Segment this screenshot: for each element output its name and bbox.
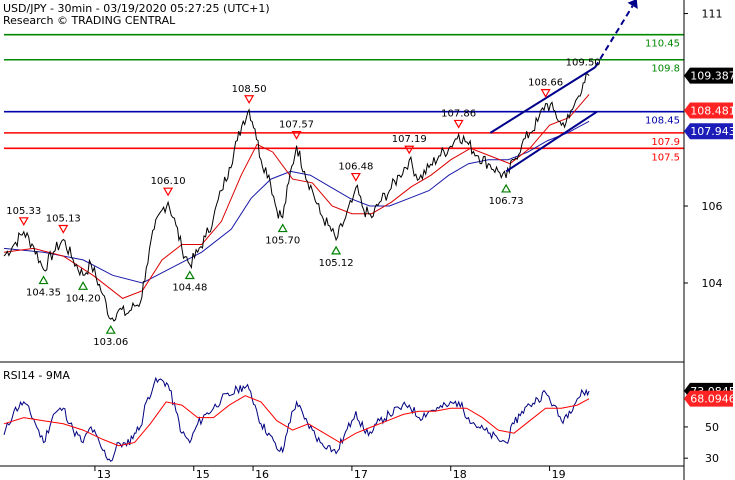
rsi-title: RSI14 - 9MA [3, 369, 70, 382]
trough-marker-10 [331, 245, 342, 255]
peak-label-0: 105.33 [6, 206, 41, 217]
price-tick-label-0: 111 [702, 8, 723, 21]
trough-label-8: 105.70 [265, 236, 300, 247]
trough-marker-3 [78, 281, 89, 290]
price-badge-label-1: 108.481 [690, 105, 735, 118]
point-label-16: 109.50 [566, 57, 601, 68]
peak-label-13: 107.86 [441, 108, 476, 119]
chart-title: USD/JPY - 30min - 03/19/2020 05:27:25 (U… [3, 2, 270, 15]
research-credit: Research © TRADING CENTRAL [3, 14, 176, 27]
peak-marker-12 [404, 145, 415, 155]
peak-marker-15 [540, 89, 551, 98]
forecast-arrow-line [594, 5, 634, 68]
price-panel: 110.45 109.8 108.45 107.9 107.5 105.33 105.13 1… [3, 0, 684, 348]
level-label-2: 108.45 [645, 116, 680, 127]
level-label-1: 109.8 [651, 64, 680, 75]
peak-marker-13 [453, 119, 464, 129]
level-label-0: 110.45 [645, 39, 680, 50]
price-badge-label-0: 109.387 [690, 70, 735, 83]
x-tick-label-6: 19 [552, 468, 566, 480]
rsi-tick-label-1: 30 [705, 452, 719, 465]
peak-label-9: 107.57 [279, 120, 314, 131]
x-tick-label-3: 16 [255, 468, 269, 480]
peak-marker-7 [244, 95, 255, 104]
trough-marker-14 [501, 183, 512, 193]
trough-marker-4 [105, 324, 116, 334]
price-badge-label-2: 107.943 [690, 125, 735, 138]
rsi-badge-1 [684, 390, 733, 407]
price-badge-0 [684, 67, 733, 84]
peak-label-5: 106.10 [151, 176, 186, 187]
forecast-arrow-head [627, 0, 638, 9]
trough-label-3: 104.20 [66, 293, 101, 304]
rsi-tick-label-0: 50 [705, 421, 719, 434]
trough-marker-6 [184, 270, 195, 280]
rsi-ma-line [3, 395, 590, 447]
channel-lower [505, 110, 598, 173]
ma-fast-line [3, 94, 590, 299]
rsi-line [3, 376, 590, 462]
trough-label-14: 106.73 [489, 196, 524, 207]
peak-marker-1 [58, 224, 69, 234]
price-badge-1 [684, 102, 733, 119]
price-badge-2 [684, 123, 733, 140]
trough-label-10: 105.12 [319, 258, 354, 269]
x-tick-label-1: 13 [97, 468, 111, 480]
trough-marker-2 [38, 275, 49, 285]
peak-marker-9 [291, 130, 302, 140]
trough-label-4: 103.06 [93, 337, 128, 348]
channel-upper [489, 66, 596, 134]
peak-label-11: 106.48 [338, 162, 373, 173]
trough-label-2: 104.35 [26, 288, 61, 299]
x-tick-label-5: 18 [453, 468, 467, 480]
peak-marker-5 [163, 187, 174, 197]
price-line [3, 72, 590, 322]
x-tick-label-2: 15 [196, 468, 210, 480]
peak-label-15: 108.66 [528, 78, 563, 89]
trough-label-6: 104.48 [172, 283, 207, 294]
peak-label-1: 105.13 [46, 214, 81, 225]
rsi-badge-label-1: 68.0946 [690, 393, 735, 406]
price-tick-label-1: 106 [702, 200, 723, 213]
peak-marker-0 [18, 217, 29, 227]
peak-label-7: 108.50 [232, 84, 267, 95]
price-tick-label-2: 104 [702, 277, 723, 290]
rsi-panel [3, 376, 590, 462]
peak-marker-11 [350, 172, 361, 182]
peak-label-12: 107.19 [392, 134, 427, 145]
trough-marker-8 [277, 223, 288, 233]
ma-slow-line [3, 120, 590, 284]
x-tick-label-4: 17 [354, 468, 368, 480]
level-label-3: 107.9 [651, 137, 680, 148]
level-label-4: 107.5 [651, 152, 680, 163]
